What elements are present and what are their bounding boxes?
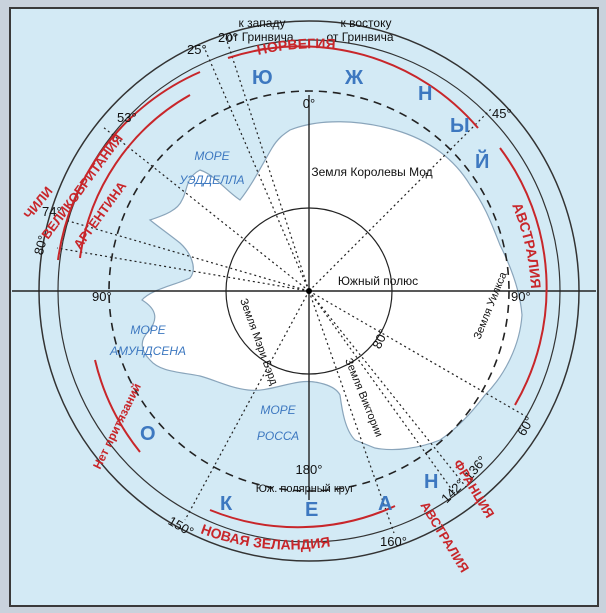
header-west: к западу bbox=[239, 16, 286, 30]
label-0-deg: 0° bbox=[303, 96, 315, 111]
label-45-deg: 45° bbox=[492, 106, 512, 121]
ocean-letter: К bbox=[220, 493, 233, 515]
ocean-letter: Ж bbox=[344, 67, 364, 89]
label-amundsen-sea: АМУНДСЕНА bbox=[109, 344, 186, 358]
ocean-letter: Ы bbox=[450, 115, 470, 137]
label-160-deg: 160° bbox=[380, 534, 407, 549]
ocean-letter: Ю bbox=[252, 67, 273, 89]
label-20-deg: 20° bbox=[218, 30, 238, 45]
label-90e-deg: 90° bbox=[511, 289, 531, 304]
ocean-letter: Н bbox=[418, 83, 432, 105]
label-ross-sea: МОРЕ bbox=[260, 403, 296, 417]
label-25-deg: 25° bbox=[187, 42, 207, 57]
label-amundsen-sea: МОРЕ bbox=[130, 323, 166, 337]
label-90w-deg: 90° bbox=[92, 289, 112, 304]
header-east: к востоку bbox=[341, 16, 392, 30]
label-south-pole: Южный полюс bbox=[338, 274, 418, 288]
south-pole-dot bbox=[306, 288, 312, 294]
label-53-deg: 53° bbox=[117, 110, 137, 125]
claim-arcs bbox=[57, 45, 548, 529]
header-from-west: от Гринвича bbox=[226, 30, 293, 44]
ocean-letter: А bbox=[378, 493, 392, 515]
label-180-deg: 180° bbox=[296, 462, 323, 477]
label-74-deg: 74° bbox=[42, 204, 62, 219]
header-from-east: от Гринвича bbox=[326, 30, 393, 44]
label-weddell-sea: УЭДДЕЛЛА bbox=[178, 173, 244, 187]
label-weddell-sea: МОРЕ bbox=[194, 149, 230, 163]
claim-meridians bbox=[56, 37, 528, 534]
ocean-letter: О bbox=[140, 423, 156, 445]
label-ross-sea: РОССА bbox=[257, 429, 299, 443]
ocean-letter: Й bbox=[475, 149, 489, 173]
label-polar-circle: Юж. полярный круг bbox=[256, 483, 354, 495]
label-queen-maud: Земля Королевы Мод bbox=[311, 165, 432, 179]
label-80-deg: 80° bbox=[31, 234, 51, 257]
ocean-letter: Е bbox=[305, 499, 318, 521]
ocean-letter: Н bbox=[424, 471, 438, 493]
